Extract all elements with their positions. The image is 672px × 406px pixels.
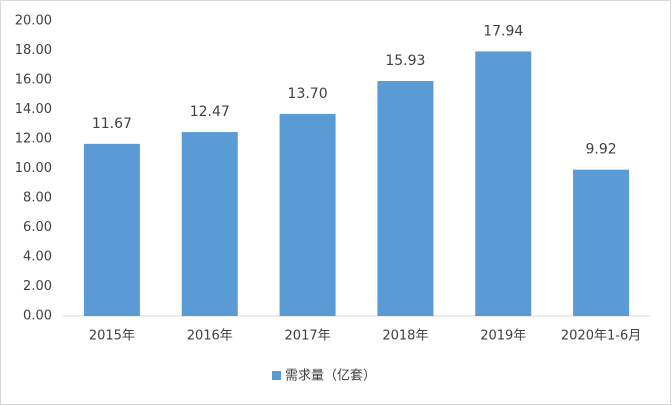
bar	[475, 51, 532, 316]
y-tick-label: 2.00	[23, 279, 52, 294]
bar	[377, 81, 434, 316]
y-tick-label: 20.00	[15, 14, 52, 29]
bar	[83, 143, 140, 316]
legend-swatch	[272, 371, 281, 380]
y-tick-label: 12.00	[15, 132, 52, 147]
bar	[181, 132, 238, 316]
data-label: 11.67	[92, 116, 132, 132]
bar	[279, 113, 336, 316]
x-tick-label: 2018年	[382, 329, 428, 344]
y-tick-label: 6.00	[23, 220, 52, 235]
y-tick-label: 10.00	[15, 161, 52, 176]
y-tick-label: 0.00	[23, 309, 52, 324]
data-label: 17.94	[483, 23, 523, 39]
legend-label: 需求量（亿套）	[285, 368, 376, 384]
x-tick-label: 2020年1-6月	[561, 329, 641, 344]
x-tick-label: 2016年	[187, 329, 233, 344]
y-tick-label: 18.00	[15, 43, 52, 58]
x-tick-label: 2015年	[89, 329, 135, 344]
x-tick-label: 2019年	[480, 329, 526, 344]
x-tick-label: 2017年	[285, 329, 331, 344]
data-label: 15.93	[385, 53, 425, 69]
y-tick-label: 16.00	[15, 73, 52, 88]
y-tick-label: 8.00	[23, 191, 52, 206]
data-label: 12.47	[190, 104, 230, 120]
data-label: 9.92	[585, 142, 616, 158]
data-label: 13.70	[288, 86, 328, 102]
y-tick-label: 14.00	[15, 102, 52, 117]
bar	[573, 169, 630, 316]
y-tick-label: 4.00	[23, 250, 52, 265]
